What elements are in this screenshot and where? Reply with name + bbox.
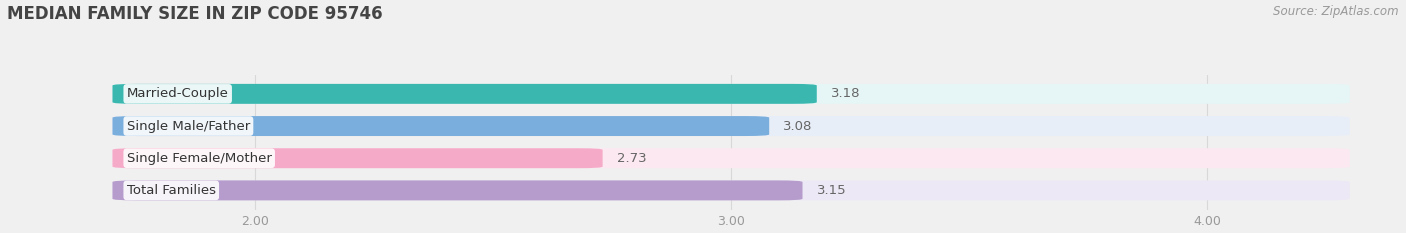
FancyBboxPatch shape (112, 148, 603, 168)
Text: 2.73: 2.73 (617, 152, 647, 165)
Text: Single Male/Father: Single Male/Father (127, 120, 250, 133)
Text: Total Families: Total Families (127, 184, 215, 197)
Text: 3.15: 3.15 (817, 184, 846, 197)
Text: Single Female/Mother: Single Female/Mother (127, 152, 271, 165)
Text: Married-Couple: Married-Couple (127, 87, 229, 100)
FancyBboxPatch shape (112, 116, 769, 136)
FancyBboxPatch shape (112, 116, 1350, 136)
FancyBboxPatch shape (112, 84, 817, 104)
FancyBboxPatch shape (112, 148, 1350, 168)
Text: 3.08: 3.08 (783, 120, 813, 133)
Text: MEDIAN FAMILY SIZE IN ZIP CODE 95746: MEDIAN FAMILY SIZE IN ZIP CODE 95746 (7, 5, 382, 23)
Text: Source: ZipAtlas.com: Source: ZipAtlas.com (1274, 5, 1399, 18)
FancyBboxPatch shape (112, 84, 1350, 104)
Text: 3.18: 3.18 (831, 87, 860, 100)
FancyBboxPatch shape (112, 180, 803, 200)
FancyBboxPatch shape (112, 180, 1350, 200)
